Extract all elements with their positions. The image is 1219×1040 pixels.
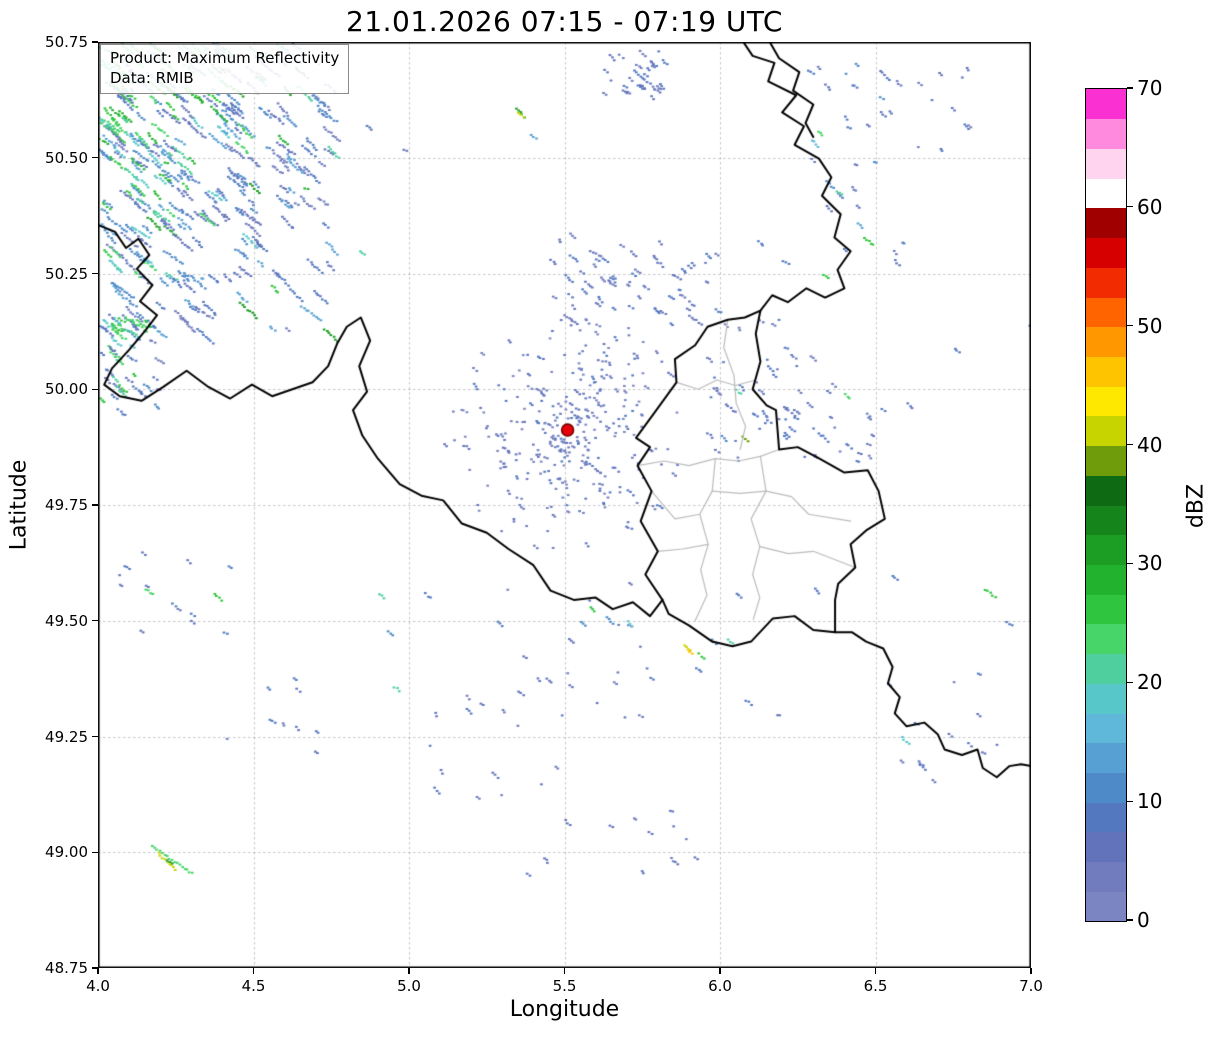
x-tick-label: 6.5 [863, 977, 888, 995]
colorbar-band [1086, 831, 1126, 863]
colorbar-tick-mark [1127, 681, 1133, 683]
y-tick-mark [92, 272, 98, 275]
y-tick-label: 49.50 [45, 611, 88, 630]
colorbar-band [1086, 653, 1126, 684]
y-tick-mark [92, 967, 98, 969]
x-tick-label: 4.0 [86, 977, 110, 995]
colorbar-band [1086, 802, 1126, 833]
y-tick-label: 49.00 [45, 843, 88, 862]
colorbar-band [1086, 207, 1126, 239]
colorbar-band [1086, 118, 1126, 150]
colorbar-band [1086, 267, 1126, 298]
map-plot: Product: Maximum Reflectivity Data: RMIB [98, 42, 1031, 968]
y-tick-mark [92, 388, 98, 390]
colorbar [1085, 88, 1127, 922]
colorbar-band [1086, 89, 1126, 120]
colorbar-band [1086, 564, 1126, 595]
x-tick-mark [97, 968, 99, 974]
colorbar-band [1086, 445, 1126, 476]
colorbar-band [1086, 148, 1126, 179]
y-tick-mark [92, 41, 98, 43]
y-tick-mark [92, 504, 98, 506]
colorbar-tick-mark [1127, 87, 1133, 89]
colorbar-band [1086, 594, 1126, 625]
x-tick-label: 5.0 [397, 977, 421, 995]
colorbar-tick-mark [1127, 800, 1133, 802]
y-tick-mark [92, 851, 98, 853]
x-tick-mark [563, 968, 566, 974]
colorbar-band [1086, 178, 1126, 209]
colorbar-tick-label: 20 [1137, 670, 1163, 695]
colorbar-band [1086, 683, 1126, 714]
radar-map-canvas [98, 42, 1031, 968]
y-tick-label: 48.75 [45, 959, 88, 977]
x-tick-mark [719, 968, 721, 974]
colorbar-tick-label: 70 [1137, 76, 1163, 100]
y-tick-label: 49.75 [45, 496, 88, 514]
y-tick-mark [92, 620, 98, 622]
colorbar-band [1086, 534, 1126, 566]
y-tick-label: 49.25 [45, 727, 88, 746]
colorbar-band [1086, 891, 1126, 921]
x-tick-label: 5.5 [552, 977, 577, 995]
colorbar-band [1086, 742, 1126, 774]
x-tick-label: 7.0 [1019, 977, 1043, 995]
x-tick-label: 6.0 [708, 977, 732, 995]
y-tick-mark [92, 735, 98, 738]
colorbar-tick-label: 0 [1137, 908, 1150, 932]
colorbar-band [1086, 475, 1126, 506]
chart-title: 21.01.2026 07:15 - 07:19 UTC [346, 5, 783, 38]
colorbar-band [1086, 415, 1126, 447]
colorbar-band [1086, 861, 1126, 892]
colorbar-tick-mark [1127, 562, 1133, 565]
y-tick-label: 50.25 [45, 264, 88, 283]
colorbar-band [1086, 297, 1126, 328]
y-tick-label: 50.75 [45, 33, 88, 51]
colorbar-bands [1086, 89, 1126, 921]
colorbar-tick-mark [1127, 206, 1133, 208]
colorbar-band [1086, 772, 1126, 803]
x-tick-mark [1030, 968, 1032, 974]
data-source-label: Data: RMIB [110, 68, 194, 87]
colorbar-band [1086, 237, 1126, 268]
colorbar-band [1086, 386, 1126, 417]
x-tick-mark [252, 968, 255, 974]
colorbar-tick-mark [1127, 443, 1133, 446]
product-info-box: Product: Maximum Reflectivity Data: RMIB [100, 44, 350, 94]
x-axis-label: Longitude [509, 997, 620, 1022]
colorbar-tick-label: 10 [1137, 789, 1163, 814]
colorbar-tick-label: 60 [1137, 194, 1163, 219]
colorbar-band [1086, 713, 1126, 744]
x-tick-mark [874, 968, 877, 974]
colorbar-tick-mark [1127, 325, 1133, 327]
y-axis-label: Latitude [6, 459, 32, 551]
y-tick-mark [92, 157, 98, 159]
colorbar-tick-label: 30 [1137, 551, 1163, 576]
colorbar-band [1086, 505, 1126, 536]
colorbar-tick-label: 50 [1137, 313, 1163, 338]
x-tick-label: 4.5 [241, 977, 266, 995]
product-label: Product: Maximum Reflectivity [110, 49, 340, 67]
x-tick-mark [408, 968, 410, 974]
colorbar-tick-mark [1127, 919, 1133, 921]
y-tick-label: 50.50 [45, 148, 88, 167]
colorbar-band [1086, 623, 1126, 655]
colorbar-band [1086, 326, 1126, 358]
colorbar-label: dBZ [1183, 483, 1209, 529]
colorbar-tick-label: 40 [1137, 432, 1163, 457]
y-tick-label: 50.00 [45, 380, 88, 399]
colorbar-band [1086, 356, 1126, 387]
